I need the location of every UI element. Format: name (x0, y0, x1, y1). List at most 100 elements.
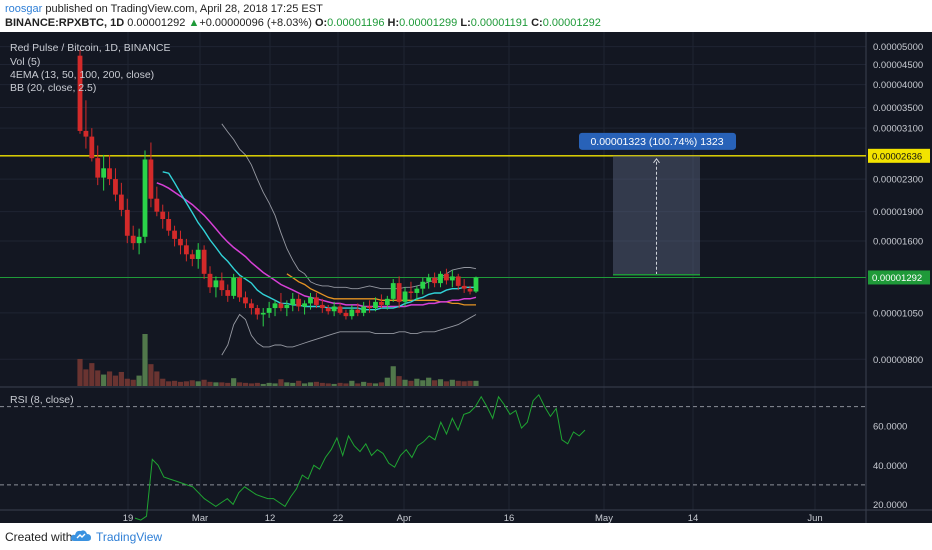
indicator-ema: 4EMA (13, 50, 100, 200, close) (10, 69, 154, 81)
volume-bar (278, 379, 284, 386)
current-price-badge (868, 270, 930, 285)
volume-bar (420, 380, 426, 386)
y-tick-label: 0.00003500 (873, 103, 923, 114)
x-tick-label: May (595, 513, 613, 523)
measure-label: 0.00001323 (100.74%) 1323 (590, 136, 723, 148)
publish-line: roosgar published on TradingView.com, Ap… (5, 3, 323, 15)
measure-label-box (579, 132, 736, 150)
measure-tool[interactable]: 0.00001323 (100.74%) 1323 (579, 132, 736, 276)
symbol-label: BINANCE:RPXBTC, 1D (5, 17, 125, 29)
close-value: 0.00001292 (542, 17, 601, 29)
volume-bar (95, 370, 101, 386)
volume-bar (207, 381, 213, 386)
volume-bar (231, 378, 237, 386)
volume-bar (225, 382, 231, 386)
volume-bar (384, 377, 390, 386)
candle-body (118, 194, 124, 210)
up-arrow-icon: ▲ (188, 17, 200, 29)
y-tick-label: 0.00000800 (873, 355, 923, 366)
author-link[interactable]: roosgar (5, 3, 43, 15)
volume-bar (142, 334, 148, 386)
volume-bar (343, 383, 349, 386)
price-line-badge (868, 148, 930, 163)
rsi-pane (0, 393, 866, 521)
volume-bar (331, 383, 337, 386)
close-label: C: (531, 17, 543, 29)
candle-body (254, 308, 260, 315)
candle-body (349, 309, 355, 317)
candle-body (231, 277, 237, 296)
legend: Red Pulse / Bitcoin, 1D, BINANCE Vol (5)… (10, 42, 170, 406)
candle-body (142, 159, 148, 237)
open-label: O: (314, 17, 328, 29)
candle-body (284, 304, 290, 309)
volume-bar (313, 381, 319, 386)
ohlc-line: BINANCE:RPXBTC, 1D 0.00001292 ▲+0.000000… (5, 17, 601, 29)
x-tick-label: 12 (265, 513, 276, 523)
y-tick-label: 0.00001900 (873, 207, 923, 218)
y-tick-label: 0.00004000 (873, 80, 923, 91)
candle-body (314, 297, 319, 305)
rsi-tick-label: 20.0000 (873, 500, 907, 511)
volume-bar (266, 382, 272, 386)
x-tick-label: 14 (688, 513, 699, 523)
volume-bar (201, 379, 207, 386)
volume-bar (307, 382, 314, 386)
tradingview-cloud-icon (70, 530, 91, 541)
candle-body (278, 303, 284, 309)
x-tick-label: 22 (333, 513, 344, 523)
open-value: 0.00001196 (327, 17, 385, 29)
chart-svg[interactable]: 0.00001323 (100.74%) 1323 19 Mar 12 22 Apr 16… (0, 32, 932, 523)
candle-body (219, 280, 225, 291)
volume-bar (455, 380, 461, 386)
candle-body (408, 291, 414, 293)
volume-bar (432, 380, 438, 386)
candle-body (195, 249, 201, 259)
rsi-line (134, 393, 586, 521)
indicator-bb: BB (20, close, 2.5) (10, 82, 96, 94)
volume-bar (177, 381, 184, 386)
measure-area (613, 155, 700, 275)
candle-body (113, 179, 118, 195)
candle-body (260, 312, 266, 315)
volume-bar (301, 383, 308, 386)
volume-bar (449, 379, 455, 386)
candle-body (148, 159, 154, 199)
candle-body (461, 285, 467, 289)
volume-bar (355, 383, 361, 386)
volume-bar (112, 375, 119, 386)
candle-body (426, 277, 432, 282)
candle-body (396, 283, 402, 302)
volume-bar (254, 382, 260, 386)
indicator-vol: Vol (5) (10, 56, 40, 68)
candle-body (432, 277, 437, 284)
volume-bar (467, 380, 473, 386)
volume-bar (213, 382, 219, 386)
high-value: 0.00001299 (399, 17, 458, 29)
volume-bar (414, 378, 420, 386)
candle-body (455, 276, 461, 286)
tradingview-brand[interactable]: TradingView (96, 530, 163, 544)
candle-body (449, 276, 455, 281)
volume-bar (154, 371, 160, 386)
candle-body (183, 245, 189, 255)
created-with-text: Created with (5, 530, 73, 544)
candle-body (319, 304, 325, 309)
candle-body (290, 298, 296, 305)
volume-bar (296, 380, 302, 386)
candle-body (207, 273, 213, 288)
ema50-line (156, 182, 477, 308)
chart-panel[interactable]: 0.00001323 (100.74%) 1323 19 Mar 12 22 Apr 16… (0, 32, 932, 523)
volume-bar (106, 371, 113, 386)
candle-body (83, 130, 89, 137)
low-value: 0.00001191 (470, 17, 529, 29)
candle-body (77, 55, 83, 131)
volume-bar (124, 378, 130, 386)
candle-body (266, 308, 272, 313)
candle-body (343, 312, 349, 317)
rsi-title: RSI (8, close) (10, 394, 74, 406)
candle-body (136, 236, 142, 244)
y-tick-label: 0.00003100 (873, 124, 923, 135)
indicator-lines (0, 123, 866, 356)
volume-bar (437, 379, 444, 386)
